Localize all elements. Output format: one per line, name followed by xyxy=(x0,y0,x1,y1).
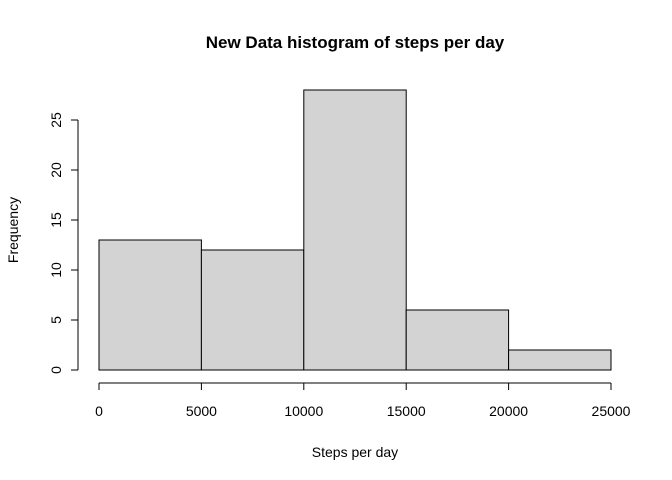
histogram-bar-1 xyxy=(98,239,202,371)
x-tick-label: 5000 xyxy=(186,403,217,419)
y-axis-label: Frequency xyxy=(5,197,21,263)
x-axis-label: Steps per day xyxy=(312,444,398,460)
y-tick-label: 15 xyxy=(48,212,64,228)
histogram-bar-4 xyxy=(405,309,510,371)
y-tick-label: 20 xyxy=(48,162,64,178)
histogram-bar-5 xyxy=(508,349,612,371)
x-axis: 0 5000 10000 15000 20000 25000 xyxy=(95,382,631,419)
y-tick-label: 25 xyxy=(48,112,64,128)
y-tick-label: 10 xyxy=(48,262,64,278)
y-tick-label: 5 xyxy=(48,316,64,324)
y-axis: 0 5 10 15 20 25 xyxy=(48,112,79,374)
x-tick-label: 25000 xyxy=(592,403,631,419)
x-tick-label: 0 xyxy=(95,403,103,419)
x-tick-label: 15000 xyxy=(387,403,426,419)
chart-title: New Data histogram of steps per day xyxy=(206,33,505,52)
y-tick-label: 0 xyxy=(48,366,64,374)
histogram-bar-2 xyxy=(200,249,305,371)
x-tick-label: 20000 xyxy=(489,403,528,419)
bars-group xyxy=(98,89,612,371)
x-tick-label: 10000 xyxy=(284,403,323,419)
histogram-bar-3 xyxy=(303,89,407,371)
